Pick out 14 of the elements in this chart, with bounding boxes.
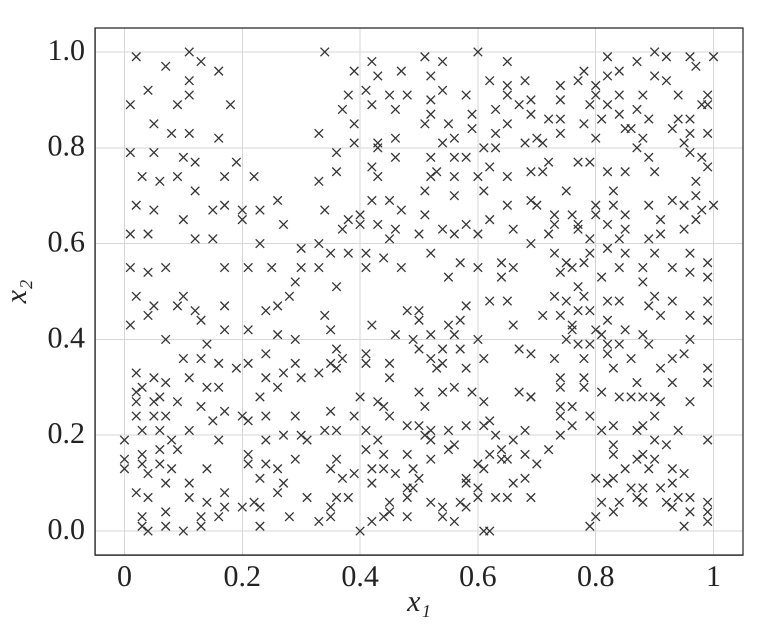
y-tick-label: 0.6 [48,225,85,258]
y-tick-label: 0.8 [48,130,85,163]
y-tick-label: 1.0 [48,34,85,67]
x-tick-label: 0.6 [459,560,497,593]
x-axis-title: x₁ [406,584,431,618]
y-tick-label: 0.4 [48,321,85,354]
y-tick-label: 0.0 [48,512,85,546]
x-tick-label: 0.8 [576,560,614,593]
y-tick-label: 0.2 [48,417,85,450]
x-tick-label: 1 [706,560,722,593]
y-axis-title: x₂ [0,280,33,304]
x-tick-label: 0.4 [341,560,379,593]
x-tick-label: 0 [116,560,132,593]
x-tick-label: 0.2 [224,560,262,593]
